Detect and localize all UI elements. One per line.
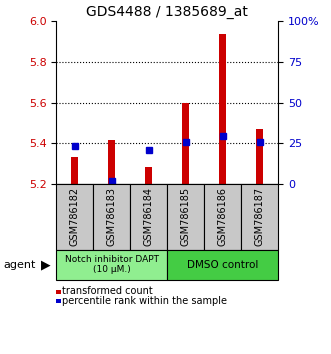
Text: Notch inhibitor DAPT
(10 μM.): Notch inhibitor DAPT (10 μM.)	[65, 255, 159, 274]
Bar	[130, 184, 167, 250]
Text: GSM786187: GSM786187	[255, 187, 264, 246]
Text: transformed count: transformed count	[62, 286, 152, 296]
Text: GSM786185: GSM786185	[181, 187, 191, 246]
Text: GSM786186: GSM786186	[217, 187, 228, 246]
Text: GSM786182: GSM786182	[70, 187, 80, 246]
Bar	[204, 184, 241, 250]
Bar	[108, 140, 115, 184]
Text: percentile rank within the sample: percentile rank within the sample	[62, 296, 226, 306]
Text: GSM786184: GSM786184	[144, 187, 154, 246]
Bar	[145, 167, 152, 184]
Bar	[93, 184, 130, 250]
Bar	[256, 129, 263, 184]
Bar	[56, 250, 167, 280]
Title: GDS4488 / 1385689_at: GDS4488 / 1385689_at	[86, 5, 248, 19]
Bar	[241, 184, 278, 250]
Bar	[182, 103, 189, 184]
Bar	[71, 156, 78, 184]
Bar	[219, 34, 226, 184]
Text: DMSO control: DMSO control	[187, 259, 258, 270]
Text: ▶: ▶	[41, 258, 51, 271]
Bar	[167, 184, 204, 250]
Bar	[56, 184, 93, 250]
Bar	[167, 250, 278, 280]
Text: agent: agent	[3, 259, 36, 270]
Text: GSM786183: GSM786183	[107, 187, 117, 246]
